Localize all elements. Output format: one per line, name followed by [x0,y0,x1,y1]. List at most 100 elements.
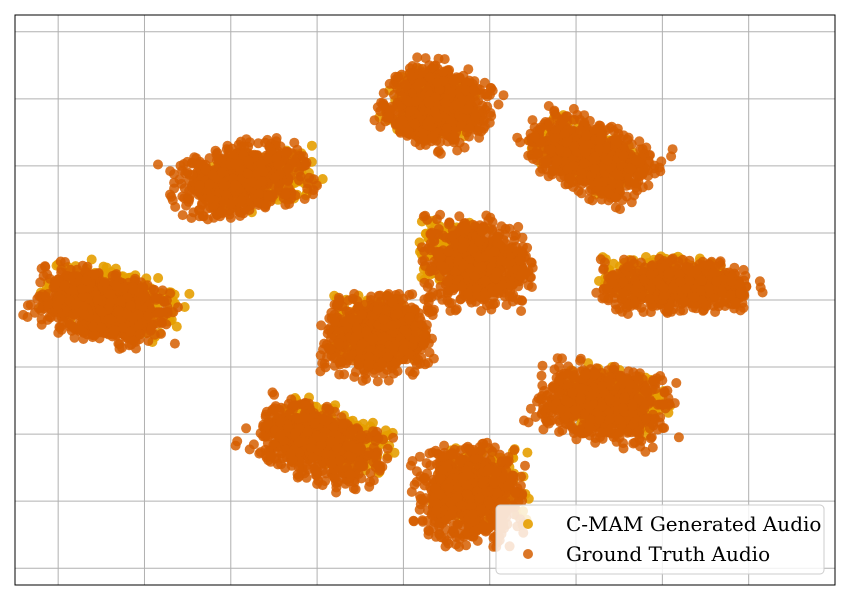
point-s1-c1 [243,141,254,152]
point-s1-c0 [22,300,33,311]
point-s1-c2 [232,436,243,447]
point-s1-c1 [207,169,218,180]
point-s1-c0 [113,338,124,349]
point-s1-c1 [289,137,300,148]
point-s1-c1 [184,185,195,196]
point-s1-c1 [186,213,197,223]
point-s1-c1 [253,197,264,208]
series-1 [18,52,768,552]
point-s0-c0 [184,288,195,299]
point-s1-c1 [253,188,264,199]
point-s1-c0 [89,269,100,280]
point-s1-c1 [273,159,284,170]
point-s1-c0 [69,332,80,343]
point-s1-c2 [312,479,323,489]
point-s1-c1 [177,210,188,221]
point-s1-c1 [243,155,254,166]
point-s1-c1 [294,175,304,186]
point-s1-c2 [348,425,358,435]
point-s1-c0 [56,267,67,278]
point-s1-c1 [221,189,232,200]
point-s1-c0 [40,291,51,302]
point-s1-c0 [143,310,154,321]
point-s0-c7 [594,276,604,286]
point-s1-c1 [182,167,193,178]
point-s1-c0 [68,322,79,332]
point-s1-c1 [216,206,227,217]
point-s1-c1 [212,155,222,166]
point-s1-c1 [230,179,240,190]
point-s1-c0 [22,312,33,322]
point-s1-c1 [174,174,185,185]
point-s1-c0 [92,294,103,305]
point-s1-c0 [97,307,108,317]
point-s1-c0 [110,270,121,281]
point-s1-c2 [267,387,278,398]
point-s0-c0 [153,273,164,283]
point-s1-c1 [280,189,291,200]
point-s1-c0 [157,285,168,296]
point-s1-c2 [356,430,367,441]
point-s1-c1 [224,209,235,220]
point-s1-c0 [105,297,116,308]
point-s1-c2 [382,443,393,454]
point-s1-c1 [287,148,298,159]
point-s1-c0 [59,280,70,291]
point-s1-c0 [156,316,166,327]
point-s1-c1 [229,159,240,170]
point-s1-c0 [105,314,116,325]
point-s1-c1 [253,138,264,149]
point-s1-c0 [77,284,88,294]
point-s1-c0 [130,273,141,284]
point-s1-c0 [125,326,135,337]
point-s1-c0 [169,338,180,349]
point-s1-c1 [242,168,253,179]
point-s1-c0 [50,278,61,289]
point-s1-c1 [205,193,216,204]
point-s1-c1 [187,157,197,168]
point-s1-c0 [128,312,138,323]
point-s1-c1 [202,214,213,225]
point-s1-c0 [36,314,47,325]
point-s1-c2 [388,432,399,443]
point-s1-c0 [68,285,79,296]
point-s1-c2 [307,452,318,463]
point-s1-c0 [81,275,92,286]
point-s1-c0 [79,309,90,320]
point-s1-c1 [302,183,313,194]
point-s1-c0 [35,277,46,288]
point-s1-c2 [260,421,271,432]
point-s1-c1 [194,204,205,215]
point-s1-c1 [247,177,258,187]
point-s0-c0 [171,321,182,332]
point-s1-c1 [256,159,266,169]
point-s0-c0 [86,254,97,265]
point-s1-c1 [257,176,267,187]
point-s1-c0 [111,281,122,291]
point-s1-c2 [363,447,374,458]
point-s1-c0 [143,336,154,346]
point-s1-c1 [204,179,215,190]
point-s1-c0 [125,300,136,311]
point-s1-c0 [99,277,110,288]
point-s1-c0 [133,287,144,298]
point-s1-c0 [146,323,157,334]
point-s1-c1 [153,159,163,170]
point-s1-c0 [165,288,176,299]
point-s1-c2 [320,476,331,487]
point-s1-c1 [262,134,273,145]
point-s0-c1 [306,140,317,151]
point-s1-c1 [308,174,319,185]
point-s1-c1 [280,199,291,210]
point-s1-c0 [44,311,55,322]
point-s1-c0 [154,307,165,318]
point-s1-c0 [152,293,163,304]
point-s1-c1 [225,199,236,209]
point-s1-c0 [173,302,183,313]
point-s1-c1 [244,205,255,215]
point-s1-c1 [194,180,205,191]
point-s1-c2 [244,444,255,455]
point-s1-c0 [70,299,81,310]
point-s1-c0 [36,263,47,274]
